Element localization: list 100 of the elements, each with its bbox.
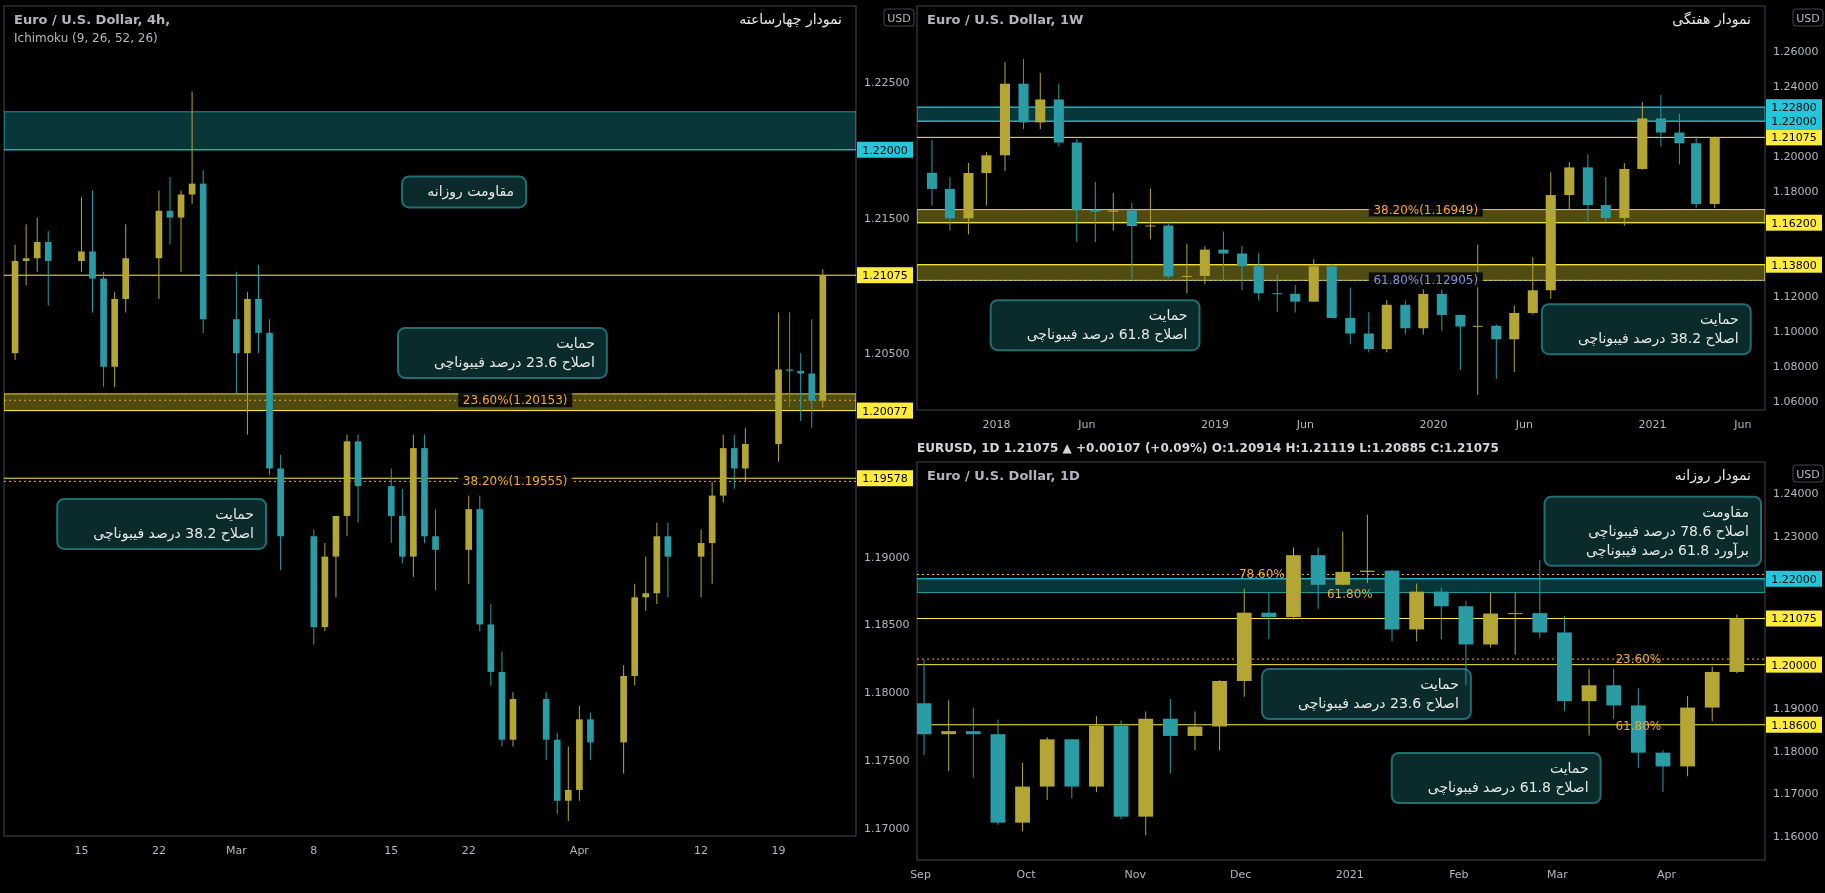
candlestick (1655, 750, 1671, 793)
y-tick-label: 1.22500 (864, 75, 910, 89)
y-tick-label: 1.26000 (1773, 45, 1819, 59)
candlestick (1345, 287, 1356, 345)
candlestick (1261, 592, 1277, 640)
ref-line-label: 1.21075 (1771, 612, 1817, 626)
candlestick (1181, 243, 1192, 294)
ref-line-label: 1.21075 (862, 269, 908, 283)
annotation: حمایت اصلاح 23.6 درصد فیبوناچی (1298, 676, 1459, 713)
x-tick-label: Jun (1077, 418, 1096, 431)
annotation: مقاومت اصلاح 78.6 درصد فیبوناچی برآورد 61.8 درصد فیبوناچی (1586, 503, 1749, 559)
candlestick (1532, 559, 1548, 639)
x-tick-label: 2018 (982, 418, 1011, 431)
candlestick (642, 556, 650, 612)
x-tick-label: Jun (1733, 418, 1752, 431)
y-tick-label: 1.21500 (864, 211, 910, 225)
ref-line-label: 1.22000 (1771, 115, 1817, 129)
x-tick-label: Oct (1016, 868, 1037, 881)
ref-line-label: 1.22800 (1771, 101, 1817, 115)
candlestick (664, 522, 672, 598)
x-tick-label: Dec (1230, 868, 1252, 881)
y-tick-label: 1.19000 (1773, 701, 1819, 715)
text: Ichimoku (9, 26, 52, 26) (14, 31, 158, 45)
candlestick (1491, 323, 1502, 380)
y-tick-label: 1.19000 (864, 550, 910, 564)
ref-line-label: 38.20%(1.16949) (1373, 202, 1479, 217)
candlestick (1108, 192, 1119, 232)
candlestick (1400, 300, 1411, 336)
candlestick (981, 151, 992, 207)
ref-line-label: 1.22000 (1771, 572, 1817, 586)
candlestick (1655, 94, 1666, 148)
x-tick-label: Nov (1124, 868, 1147, 881)
ref-line-label: 61.80%(1.12905) (1373, 273, 1479, 288)
x-tick-label: 15 (74, 844, 89, 857)
annotation: مقاومت روزانه (427, 183, 515, 201)
y-axis-title: USD (1796, 12, 1820, 25)
x-tick-label: Mar (1547, 868, 1569, 881)
y-tick-label: 1.17000 (864, 821, 910, 835)
candlestick (1581, 668, 1597, 736)
y-axis-title: USD (887, 12, 911, 25)
text: Euro / U.S. Dollar, 4h, (14, 12, 171, 27)
candlestick (1363, 311, 1374, 353)
candlestick (1606, 668, 1622, 720)
annotation: حمایت اصلاح 23.6 درصد فیبوناچی (434, 334, 595, 371)
annotation: حمایت اصلاح 61.8 درصد فیبوناچی (1427, 760, 1589, 797)
candlestick (1145, 188, 1156, 240)
ref-line-label: 23.60%(1.20153) (462, 393, 568, 408)
y-tick-label: 1.18000 (864, 686, 910, 700)
text: Euro / U.S. Dollar, 1D (927, 468, 1081, 483)
x-tick-label: 22 (151, 844, 166, 857)
y-tick-label: 1.23000 (1773, 529, 1819, 543)
candlestick (1035, 72, 1046, 130)
y-tick-label: 1.18000 (1773, 744, 1819, 758)
x-tick-label: Sep (910, 868, 931, 881)
candlestick (1187, 710, 1203, 751)
candlestick (1126, 202, 1137, 280)
ref-line-label: 1.16200 (1771, 216, 1817, 230)
candlestick (1090, 181, 1101, 243)
candlestick (78, 196, 85, 273)
y-axis-title: USD (1796, 468, 1820, 481)
candlestick (177, 189, 185, 273)
ref-line-label: 1.20077 (862, 404, 908, 418)
candlestick (1272, 274, 1283, 313)
y-tick-label: 1.20000 (1773, 150, 1819, 164)
candlestick (1433, 586, 1449, 640)
y-tick-label: 1.17000 (1773, 787, 1819, 801)
candlestick (926, 139, 937, 207)
x-tick-label: Jun (1514, 418, 1534, 431)
x-tick-label: 2021 (1335, 868, 1364, 881)
candlestick (1600, 176, 1611, 223)
candlestick (797, 352, 804, 422)
candlestick (166, 176, 174, 246)
x-tick-label: Jun (1295, 418, 1315, 431)
candlestick (1455, 313, 1466, 371)
y-tick-label: 1.20500 (864, 347, 910, 361)
ref-line-label: 1.19578 (862, 472, 908, 486)
y-tick-label: 1.12000 (1773, 290, 1819, 304)
x-tick-label: 2019 (1201, 418, 1230, 431)
x-tick-label: Mar (225, 844, 248, 857)
ref-line-label: 1.22000 (862, 143, 908, 157)
candlestick (1218, 230, 1229, 282)
ref-line-label: 1.18600 (1771, 718, 1817, 732)
y-tick-label: 1.06000 (1773, 395, 1819, 409)
candlestick (564, 745, 572, 822)
x-tick-label: 2020 (1419, 418, 1448, 431)
x-tick-label: Feb (1449, 868, 1469, 881)
y-tick-label: 1.18000 (1773, 185, 1819, 199)
candlestick (941, 699, 957, 772)
x-tick-label: Apr (569, 844, 590, 857)
annotation: نمودار هفتگی (1672, 11, 1751, 28)
candlestick (33, 217, 41, 273)
candlestick (1162, 698, 1178, 775)
candlestick (587, 712, 594, 761)
annotation: حمایت اصلاح 38.2 درصد فیبوناچی (1577, 311, 1739, 348)
y-tick-label: 1.24000 (1773, 486, 1819, 500)
candlestick (432, 508, 439, 592)
annotation: نمودار روزانه (1674, 467, 1751, 484)
candlestick (1335, 531, 1351, 586)
text: Euro / U.S. Dollar, 1W (927, 12, 1084, 27)
candlestick (1236, 245, 1247, 291)
